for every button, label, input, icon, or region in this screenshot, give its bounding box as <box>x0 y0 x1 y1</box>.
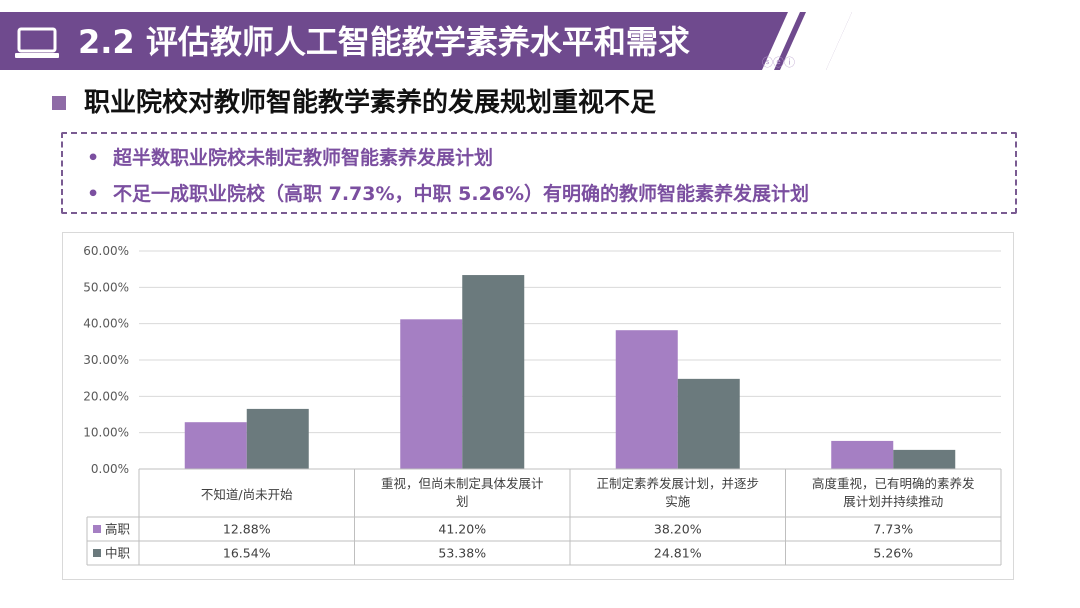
banner-shape <box>0 12 852 70</box>
category-label: 重视，但尚未制定具体发展计 <box>381 476 544 491</box>
bar-高职-0 <box>184 422 247 469</box>
data-value: 24.81% <box>654 546 702 561</box>
category-label: 展计划并持续推动 <box>843 494 943 509</box>
bar-chart: 0.00% 10.00% 20.00% 30.00% 40.00% 50.00% 60.00… <box>83 244 1002 566</box>
category-label: 正制定素养发展计划，并逐步 <box>596 476 759 491</box>
category-label: 不知道/尚未开始 <box>201 487 293 502</box>
legend-swatch-高职 <box>93 525 101 533</box>
y-tick-label: 10.00% <box>83 426 129 440</box>
bar-高职-2 <box>615 330 678 469</box>
category-label: 实施 <box>665 494 691 509</box>
y-tick-label: 50.00% <box>83 280 129 294</box>
data-value: 5.26% <box>873 546 913 561</box>
watermark: ⓢⓔⓘ <box>762 56 795 69</box>
bar-高职-3 <box>831 440 894 469</box>
data-value: 53.38% <box>438 546 486 561</box>
y-tick-label: 40.00% <box>83 317 129 331</box>
bullet-icon: • <box>87 147 100 169</box>
page-title: 2.2 评估教师人工智能教学素养水平和需求 <box>78 23 690 61</box>
y-tick-label: 0.00% <box>91 462 129 476</box>
bar-中职-0 <box>246 408 309 469</box>
data-value: 7.73% <box>873 522 913 537</box>
legend-label: 高职 <box>105 522 130 537</box>
bar-中职-2 <box>677 378 740 469</box>
notes-box: • 超半数职业院校未制定教师智能素养发展计划 • 不足一成职业院校（高职 7.73%… <box>61 132 1017 214</box>
legend-swatch-中职 <box>93 549 101 557</box>
bar-中职-3 <box>893 449 956 469</box>
data-value: 12.88% <box>223 522 271 537</box>
y-tick-label: 20.00% <box>83 389 129 403</box>
category-label: 划 <box>456 494 469 509</box>
bullet-icon: • <box>87 183 100 205</box>
data-value: 41.20% <box>438 522 486 537</box>
note-item: • 超半数职业院校未制定教师智能素养发展计划 <box>87 144 493 172</box>
legend-label: 中职 <box>105 546 130 561</box>
chart-frame: 0.00% 10.00% 20.00% 30.00% 40.00% 50.00% 60.00… <box>62 232 1014 580</box>
note-item: • 不足一成职业院校（高职 7.73%，中职 5.26%）有明确的教师智能素养发展… <box>87 180 809 208</box>
data-value: 16.54% <box>223 546 271 561</box>
data-value: 38.20% <box>654 522 702 537</box>
category-label: 高度重视，已有明确的素养发 <box>812 476 975 491</box>
laptop-icon <box>14 26 60 60</box>
note-text: 超半数职业院校未制定教师智能素养发展计划 <box>113 147 494 169</box>
y-tick-label: 60.00% <box>83 244 129 258</box>
section-heading: 职业院校对教师智能教学素养的发展规划重视不足 <box>84 88 657 118</box>
heading-bullet <box>52 96 66 110</box>
bar-中职-1 <box>462 275 525 469</box>
bar-高职-1 <box>400 319 463 469</box>
header-banner: 2.2 评估教师人工智能教学素养水平和需求 ⓢⓔⓘ <box>0 12 852 70</box>
note-text: 不足一成职业院校（高职 7.73%，中职 5.26%）有明确的教师智能素养发展计… <box>113 183 810 205</box>
y-tick-label: 30.00% <box>83 353 129 367</box>
